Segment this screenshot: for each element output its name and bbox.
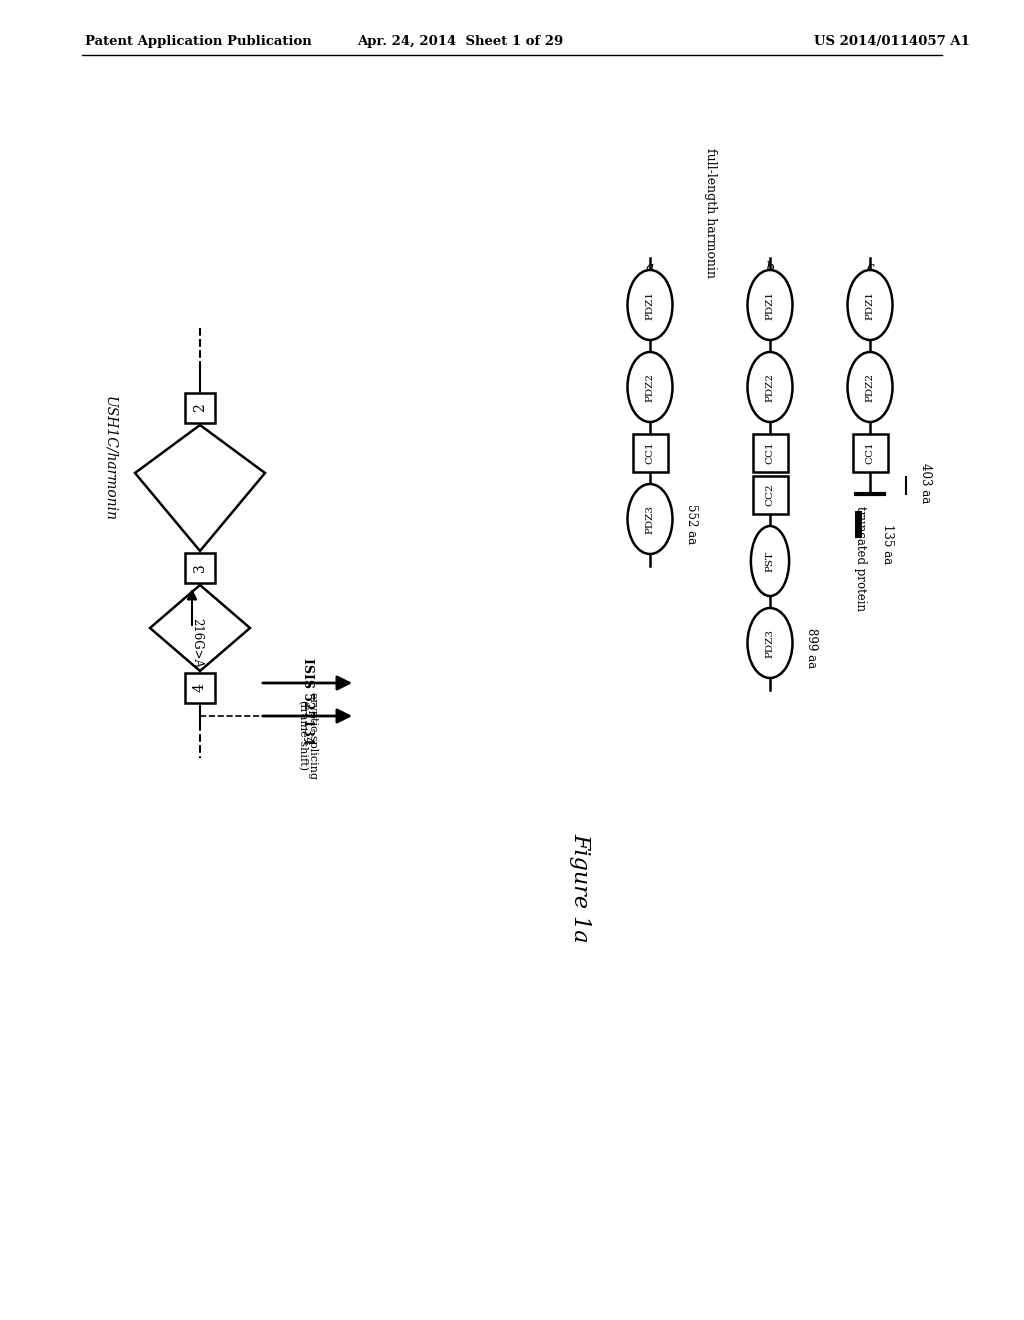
Ellipse shape — [628, 352, 673, 422]
Text: PDZ2: PDZ2 — [645, 372, 654, 401]
Ellipse shape — [748, 609, 793, 678]
Text: CC1: CC1 — [645, 442, 654, 465]
Bar — [185, 673, 215, 704]
Text: CC2: CC2 — [766, 483, 774, 507]
Text: full-length harmonin: full-length harmonin — [703, 148, 717, 279]
Text: 403 aa: 403 aa — [919, 463, 932, 503]
Bar — [753, 434, 787, 473]
Text: 552 aa: 552 aa — [685, 504, 698, 544]
Text: CC1: CC1 — [766, 442, 774, 465]
Text: PDZ2: PDZ2 — [865, 372, 874, 401]
Ellipse shape — [748, 352, 793, 422]
Text: a: a — [646, 261, 654, 275]
Bar — [185, 393, 215, 422]
Text: PDZ3: PDZ3 — [645, 504, 654, 533]
Text: US 2014/0114057 A1: US 2014/0114057 A1 — [814, 36, 970, 48]
Text: ISIS 527134: ISIS 527134 — [301, 657, 314, 744]
Text: 899 aa: 899 aa — [806, 628, 818, 668]
Bar — [753, 477, 787, 513]
Text: CC1: CC1 — [865, 442, 874, 465]
Bar — [185, 553, 215, 583]
Bar — [633, 434, 668, 473]
Polygon shape — [150, 585, 250, 671]
Text: truncated protein: truncated protein — [853, 507, 866, 611]
Text: c: c — [866, 261, 873, 275]
Text: Figure 1a: Figure 1a — [569, 833, 591, 942]
Text: b: b — [766, 261, 774, 275]
Bar — [853, 434, 888, 473]
Text: USH1C/harmonin: USH1C/harmonin — [103, 396, 117, 520]
Ellipse shape — [748, 271, 793, 341]
Ellipse shape — [848, 271, 893, 341]
Text: PDZ2: PDZ2 — [766, 372, 774, 401]
Text: PST: PST — [766, 550, 774, 572]
Text: 4: 4 — [193, 684, 207, 693]
Text: Patent Application Publication: Patent Application Publication — [85, 36, 311, 48]
Text: 216G>A: 216G>A — [190, 618, 204, 668]
Ellipse shape — [628, 484, 673, 554]
Text: 2: 2 — [193, 404, 207, 412]
Text: 3: 3 — [193, 564, 207, 573]
Text: 135 aa: 135 aa — [882, 524, 895, 564]
Text: PDZ1: PDZ1 — [645, 290, 654, 319]
Text: PDZ1: PDZ1 — [766, 290, 774, 319]
Text: Apr. 24, 2014  Sheet 1 of 29: Apr. 24, 2014 Sheet 1 of 29 — [357, 36, 563, 48]
Ellipse shape — [628, 271, 673, 341]
Text: cryptic splicing
(frame-shift): cryptic splicing (frame-shift) — [297, 693, 318, 780]
Text: PDZ1: PDZ1 — [865, 290, 874, 319]
Ellipse shape — [848, 352, 893, 422]
Ellipse shape — [751, 525, 790, 597]
Text: PDZ3: PDZ3 — [766, 628, 774, 657]
Polygon shape — [135, 425, 265, 550]
